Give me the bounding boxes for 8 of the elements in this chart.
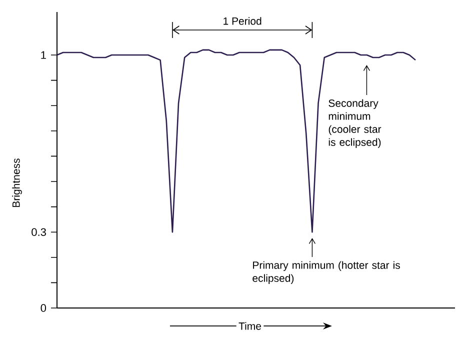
y-tick-label: 0.3 xyxy=(32,228,46,236)
y-tick-label: 0 xyxy=(40,304,46,312)
x-axis-title: Time xyxy=(238,322,261,330)
annotation: Primary minimum (hotter star is eclipsed) xyxy=(252,261,400,284)
y-axis-title: Brightness xyxy=(12,158,22,207)
annotation: 1 Period xyxy=(224,17,262,25)
y-tick-label: 1 xyxy=(41,51,46,59)
annotation: Secondary minimum (cooler star is eclipsed) xyxy=(328,99,382,148)
